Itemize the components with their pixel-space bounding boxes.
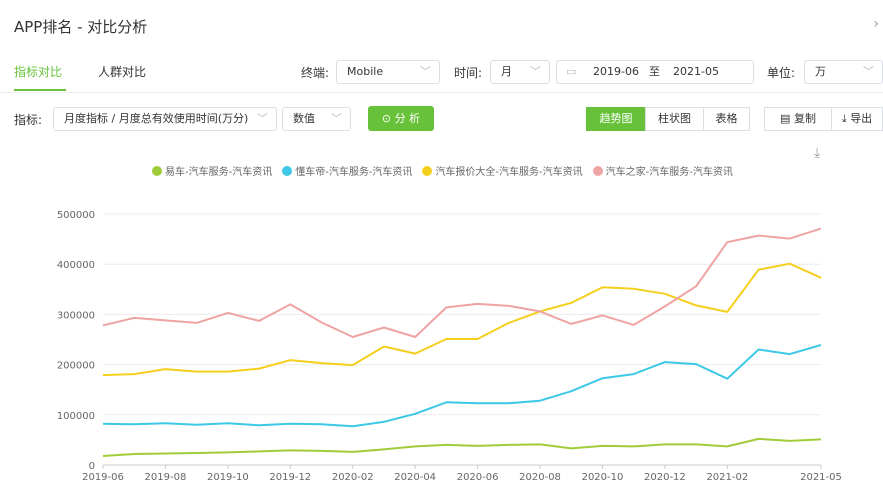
export-icon: ⤓ <box>841 112 847 125</box>
x-tick-label: 2019-12 <box>269 472 311 483</box>
y-tick-label: 0 <box>89 461 95 472</box>
date-separator: 至 <box>649 65 660 78</box>
x-tick-label: 2020-10 <box>582 472 624 483</box>
x-tick-label: 2020-04 <box>394 472 436 483</box>
tab-metric-compare[interactable]: 指标对比 <box>14 65 63 79</box>
y-tick-label: 100000 <box>57 411 95 422</box>
x-tick-label: 2019-06 <box>82 472 124 483</box>
legend-dot <box>592 166 603 176</box>
tab-crowd-compare[interactable]: 人群对比 <box>98 65 147 79</box>
legend-item[interactable]: 汽车之家-汽车服务-汽车资讯 <box>592 163 733 178</box>
analyze-button-label: 分 析 <box>394 112 421 125</box>
active-tab-underline <box>14 89 66 91</box>
view-trend-button[interactable]: 趋势图 <box>586 107 646 131</box>
time-granularity-value: 月 <box>501 65 512 78</box>
view-table-button[interactable]: 表格 <box>703 107 750 131</box>
search-icon: ⊙ <box>381 112 392 125</box>
export-button-label: 导出 <box>850 112 873 125</box>
copy-icon: ▤ <box>780 112 791 125</box>
chevron-down-icon: ﹀ <box>257 112 268 125</box>
line-chart: 0 100000 200000 300000 400000 500000 2019-06 20… <box>57 210 842 483</box>
chevron-down-icon: ﹀ <box>331 112 342 125</box>
date-range-picker[interactable]: ▭ 2019-06 至 2021-05 <box>556 60 754 84</box>
view-bar-button[interactable]: 柱状图 <box>645 107 704 131</box>
date-start: 2019-06 <box>593 65 639 78</box>
y-tick-label: 300000 <box>57 310 95 321</box>
series-line-1 <box>102 437 822 457</box>
x-tick-label: 2020-08 <box>519 472 561 483</box>
value-mode: 数值 <box>293 112 315 125</box>
legend-item[interactable]: 易车-汽车服务-汽车资讯 <box>152 163 272 178</box>
chevron-down-icon: ﹀ <box>420 65 431 78</box>
analyze-button[interactable]: ⊙ 分 析 <box>368 106 434 131</box>
time-granularity-select[interactable]: 月 ﹀ <box>490 60 550 84</box>
chevron-down-icon: ﹀ <box>530 65 541 78</box>
x-tick-label: 2019-08 <box>145 472 187 483</box>
time-label: 时间: <box>454 66 483 80</box>
legend-label: 懂车帝-汽车服务-汽车资讯 <box>295 167 413 178</box>
calendar-icon: ▭ <box>566 65 577 78</box>
legend-label: 汽车报价大全-汽车服务-汽车资讯 <box>435 167 583 178</box>
chevron-down-icon: ﹀ <box>863 65 874 78</box>
y-tick-label: 500000 <box>57 210 95 221</box>
legend-dot <box>152 166 162 176</box>
y-tick-label: 400000 <box>57 260 95 271</box>
tabs-divider <box>0 92 883 93</box>
metric-value: 月度指标 / 月度总有效使用时间(万分) <box>64 112 249 125</box>
unit-select[interactable]: 万 ﹀ <box>804 60 883 84</box>
series-line-2 <box>102 344 822 428</box>
terminal-label: 终端: <box>301 66 330 80</box>
series-line-4 <box>102 227 822 338</box>
value-mode-select[interactable]: 数值 ﹀ <box>282 107 351 131</box>
x-tick-label: 2019-10 <box>207 472 249 483</box>
x-tick-label: 2020-12 <box>644 472 686 483</box>
download-icon[interactable]: ⤓ <box>814 145 821 161</box>
legend-dot <box>282 166 293 176</box>
terminal-value: Mobile <box>347 65 384 78</box>
x-tick-label: 2020-02 <box>332 472 374 483</box>
page-title: APP排名 - 对比分析 <box>14 18 148 36</box>
x-tick-label: 2020-06 <box>457 472 499 483</box>
metric-select[interactable]: 月度指标 / 月度总有效使用时间(万分) ﹀ <box>53 107 277 131</box>
legend-item[interactable]: 汽车报价大全-汽车服务-汽车资讯 <box>422 163 583 178</box>
legend-dot <box>422 166 433 176</box>
chart-legend: 易车-汽车服务-汽车资讯 懂车帝-汽车服务-汽车资讯 汽车报价大全-汽车服务-汽车资… <box>152 163 743 178</box>
unit-value: 万 <box>815 65 826 78</box>
export-button[interactable]: ⤓ 导出 <box>831 107 883 131</box>
terminal-select[interactable]: Mobile ﹀ <box>336 60 440 84</box>
y-tick-label: 200000 <box>57 361 95 372</box>
series-line-3 <box>102 262 822 377</box>
date-end: 2021-05 <box>673 65 719 78</box>
unit-label: 单位: <box>767 66 796 80</box>
legend-label: 汽车之家-汽车服务-汽车资讯 <box>605 167 733 178</box>
metric-label: 指标: <box>14 113 43 127</box>
legend-label: 易车-汽车服务-汽车资讯 <box>165 167 273 178</box>
copy-button[interactable]: ▤ 复制 <box>764 107 832 131</box>
copy-button-label: 复制 <box>793 112 816 125</box>
x-tick-label: 2021-02 <box>706 472 748 483</box>
chevron-right-icon[interactable]: › <box>873 16 879 32</box>
legend-item[interactable]: 懂车帝-汽车服务-汽车资讯 <box>282 163 412 178</box>
x-tick-label: 2021-05 <box>800 472 842 483</box>
